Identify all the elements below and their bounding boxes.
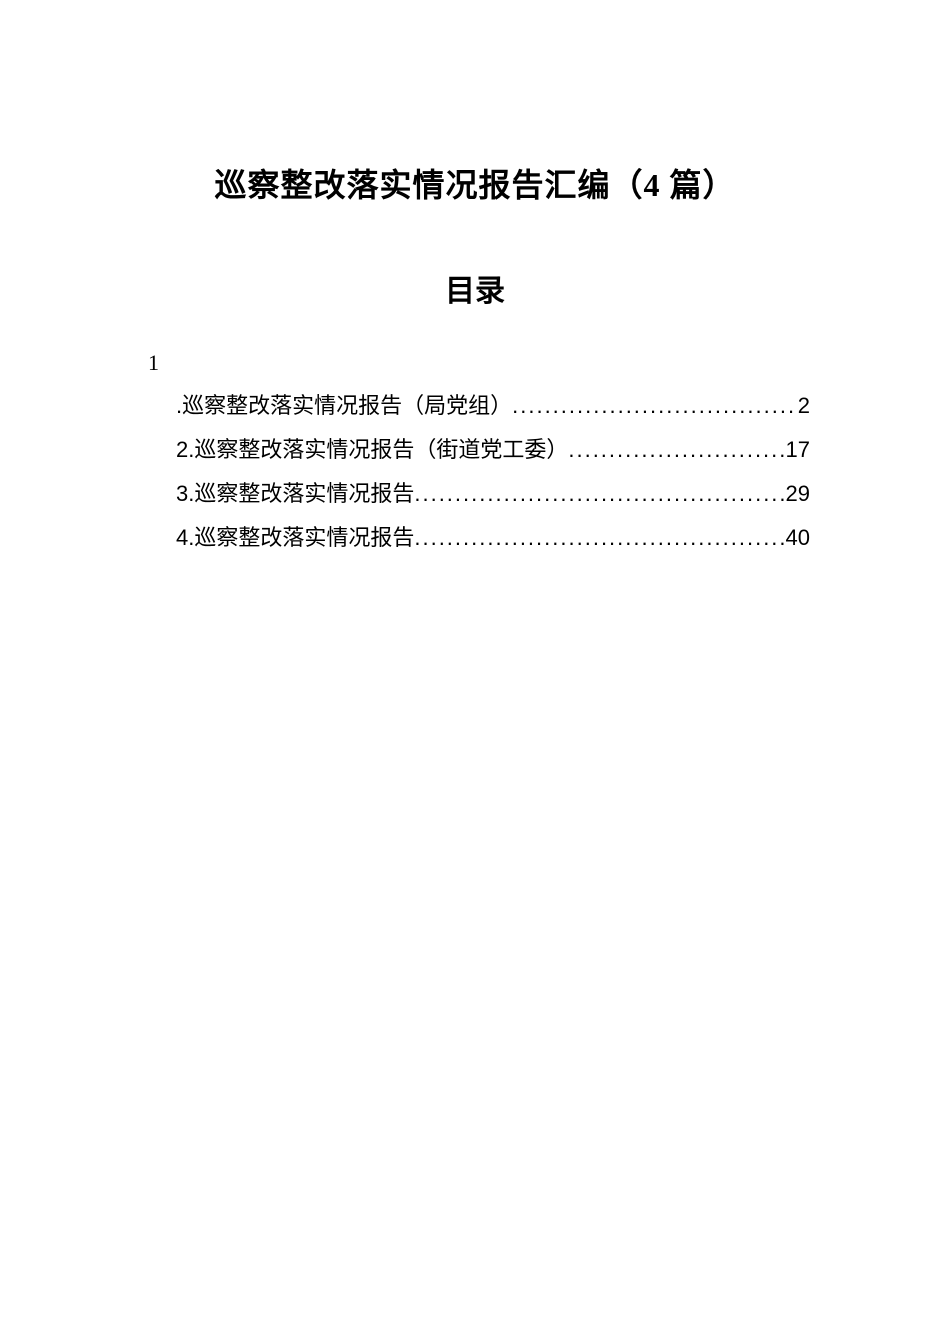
toc-entry-label: 2.巡察整改落实情况报告（街道党工委） [176, 428, 568, 472]
toc-entry: .巡察整改落实情况报告（局党组） 2 [176, 384, 810, 428]
orphan-number: 1 [148, 350, 810, 376]
toc-dots [414, 472, 785, 516]
toc-dots [414, 516, 785, 560]
toc-entry-page: 29 [786, 472, 810, 516]
toc-entry-page: 2 [798, 384, 810, 428]
toc-entry-page: 17 [786, 428, 810, 472]
toc-entry-label: .巡察整改落实情况报告（局党组） [176, 384, 512, 428]
toc-entry-page: 40 [786, 516, 810, 560]
toc-entry-label: 4.巡察整改落实情况报告 [176, 516, 414, 560]
toc-entry-label: 3.巡察整改落实情况报告 [176, 472, 414, 516]
toc-entry: 3.巡察整改落实情况报告 29 [176, 472, 810, 516]
toc-dots [512, 384, 798, 428]
document-title: 巡察整改落实情况报告汇编（4 篇） [140, 160, 810, 206]
toc-heading: 目录 [140, 266, 810, 310]
toc-entry: 4.巡察整改落实情况报告 40 [176, 516, 810, 560]
toc-list: .巡察整改落实情况报告（局党组） 2 2.巡察整改落实情况报告（街道党工委） 1… [140, 384, 810, 560]
toc-dots [568, 428, 785, 472]
toc-entry: 2.巡察整改落实情况报告（街道党工委） 17 [176, 428, 810, 472]
